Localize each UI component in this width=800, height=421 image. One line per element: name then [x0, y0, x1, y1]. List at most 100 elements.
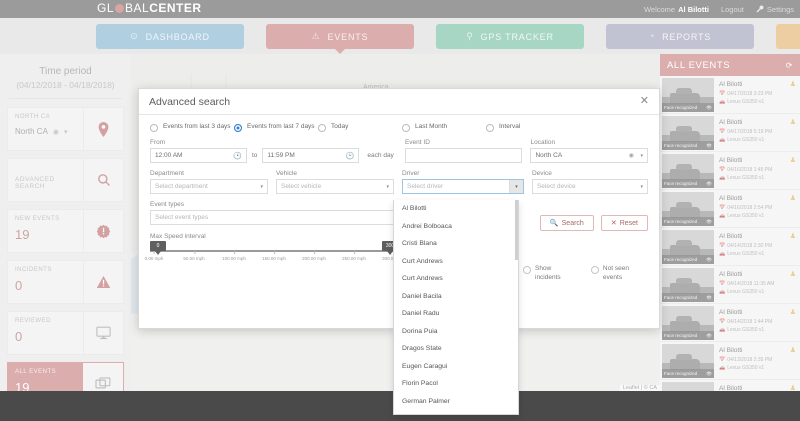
event-types-placeholder: Select event types — [155, 214, 209, 221]
radio-circle-icon — [486, 124, 494, 132]
slider-handle-max[interactable]: 300 — [382, 241, 398, 255]
location-select[interactable]: North CA ◉ ▾ — [530, 148, 648, 163]
driver-dropdown-list[interactable]: Al Bilotti Andrei Bolboaca Cristi Blana Cur… — [393, 200, 519, 415]
driver-select[interactable]: Select driver ▾ — [402, 179, 524, 194]
driver-option[interactable]: Florin Pacol — [402, 380, 438, 388]
search-button[interactable]: 🔍 Search — [539, 215, 594, 231]
logout-link[interactable]: Logout — [720, 4, 744, 14]
radio-today[interactable]: Today — [318, 123, 402, 132]
event-id-input[interactable] — [404, 148, 523, 163]
event-details: Al Bilotti 📅 04/13/2018 2:35 PM 🚗 Lexus GS35… — [714, 344, 798, 377]
tab-reports[interactable]: ◔ REPORTS — [606, 24, 754, 49]
radio-interval[interactable]: Interval — [486, 123, 570, 132]
time-end-input[interactable]: 11:59 PM 🕑 — [262, 148, 360, 163]
wrench-icon — [756, 5, 764, 13]
slider-tick: 50.00 mph — [183, 251, 205, 261]
driver-option[interactable]: Cristi Blana — [402, 240, 437, 248]
device-select[interactable]: Select device ▾ — [531, 179, 649, 194]
slider-min-value: 0 — [156, 243, 160, 249]
event-thumbnail: Face recognized 👁 — [662, 268, 714, 302]
nav-tabs: ⊙ DASHBOARD ⚠ EVENTS ⚲ GPS TRACKER ◔ REP… — [96, 24, 800, 54]
tab-configure[interactable]: ⚒ CONFIGURE — [776, 24, 800, 49]
reset-button[interactable]: ✕ Reset — [600, 215, 648, 231]
tab-dashboard[interactable]: ⊙ DASHBOARD — [96, 24, 244, 49]
chevron-down-icon[interactable]: ▾ — [508, 180, 523, 193]
sidebar-card-advanced-search[interactable]: ADVANCED SEARCH — [7, 158, 124, 202]
radio-last-7-days[interactable]: Events from last 7 days — [234, 123, 318, 132]
tab-gps-tracker[interactable]: ⚲ GPS TRACKER — [436, 24, 584, 49]
calendar-icon: 📅 — [719, 204, 726, 211]
driver-option[interactable]: Hamilton Vose — [394, 410, 518, 414]
max-speed-slider[interactable]: Max Speed interval 0 300 0.00 mph 50.00 m… — [145, 233, 406, 261]
person-badge-icon: ♟ — [789, 309, 796, 316]
location-label: Location — [530, 139, 556, 146]
eye-icon: 👁 — [706, 180, 712, 186]
vehicle-select[interactable]: Select vehicle ▾ — [276, 179, 395, 194]
sidebar-card-incidents[interactable]: INCIDENTS 0 — [7, 260, 124, 304]
search-button-label: Search — [561, 219, 584, 227]
sidebar-card-location[interactable]: NORTH CA North CA ◉ ▾ — [7, 107, 124, 151]
event-list-item[interactable]: Face recognized 👁 Al Bilotti 📅 04/17/2018 5:… — [660, 114, 800, 152]
event-list-item[interactable]: Face recognized 👁 Al Bilotti 📅 04/13/2018 2:… — [660, 342, 800, 380]
event-vehicle: Lexus GS350 v1 — [727, 99, 765, 105]
events-list[interactable]: Face recognized 👁 Al Bilotti 📅 04/17/2018 3:… — [660, 76, 800, 391]
driver-option[interactable]: Curt Andrews — [402, 257, 443, 265]
department-select[interactable]: Select department ▾ — [150, 179, 269, 194]
driver-option[interactable]: Andrei Bolboaca — [402, 222, 452, 230]
sidebar-card-new-events[interactable]: NEW EVENTS 19 — [7, 209, 124, 253]
time-start-input[interactable]: 12:00 AM 🕑 — [150, 148, 247, 163]
chevron-down-icon[interactable]: ▾ — [64, 128, 68, 136]
monitor-icon — [83, 312, 123, 354]
row-from-eventid-location: From 12:00 AM 🕑 to 11:59 PM 🕑 each day — [150, 139, 648, 163]
map-attribution: Leaflet | © CA — [619, 385, 660, 391]
event-details: Al Bilotti 📅 04/16/2018 1:45 PM 🚗 Lexus GS35… — [714, 154, 798, 187]
driver-option[interactable]: Eugen Caragui — [402, 362, 448, 370]
event-list-item[interactable]: Face recognized 👁 Al Bilotti 📅 04/14/2018 2:… — [660, 228, 800, 266]
events-panel: ALL EVENTS ⟳ Face recognized 👁 Al Bilotti 📅… — [660, 54, 800, 391]
radio-last-3-days[interactable]: Events from last 3 days — [150, 123, 234, 132]
event-thumbnail: Face recognized 👁 — [662, 230, 714, 264]
event-date: 04/14/2018 1:44 PM — [727, 318, 773, 325]
checkbox-not-seen-events[interactable]: Not seen events — [590, 265, 648, 283]
tab-events[interactable]: ⚠ EVENTS — [266, 24, 414, 54]
nav-bar: ⊙ DASHBOARD ⚠ EVENTS ⚲ GPS TRACKER ◔ REP… — [0, 18, 800, 54]
event-list-item[interactable]: Face recognized 👁 Al Bilotti 📅 04/14/2018 11… — [660, 266, 800, 304]
slider-handle-min[interactable]: 0 — [150, 241, 166, 255]
close-icon[interactable]: ✕ — [639, 95, 649, 107]
event-types-select[interactable]: Select event types — [150, 210, 398, 225]
vehicle-placeholder: Select vehicle — [281, 183, 322, 190]
clear-circle-icon[interactable]: ◉ — [628, 153, 634, 159]
event-list-item[interactable]: Face recognized 👁 Al Bilotti 📅 04/14/2018 1:… — [660, 304, 800, 342]
driver-option[interactable]: Daniel Bacila — [402, 292, 442, 300]
driver-option[interactable]: Al Bilotti — [402, 205, 427, 213]
checkbox-show-incidents[interactable]: Show incidents — [523, 265, 577, 283]
event-details: Al Bilotti 📅 04/16/2018 2:54 PM 🚗 Lexus GS35… — [714, 192, 798, 225]
eye-icon: 👁 — [706, 370, 712, 376]
slider-tick: 150.00 mph — [262, 251, 286, 261]
eye-icon: 👁 — [706, 142, 712, 148]
clock-icon[interactable]: 🕑 — [345, 152, 355, 160]
clock-icon[interactable]: 🕑 — [233, 152, 242, 160]
event-list-item[interactable]: Face recognized👁Al Bilotti📅04/13/2018 1:… — [660, 380, 800, 391]
driver-option[interactable]: German Palmer — [402, 397, 450, 405]
driver-label: Driver — [402, 170, 420, 177]
event-types-field-group: Event types Select event types — [150, 201, 398, 225]
event-list-item[interactable]: Face recognized 👁 Al Bilotti 📅 04/16/2018 2:… — [660, 190, 800, 228]
settings-link[interactable]: Settings — [756, 5, 794, 14]
event-list-item[interactable]: Face recognized 👁 Al Bilotti 📅 04/16/2018 1:… — [660, 152, 800, 190]
driver-option[interactable]: Dragos State — [402, 345, 442, 353]
driver-option[interactable]: Dorina Puia — [402, 327, 438, 335]
driver-option[interactable]: Daniel Radu — [402, 310, 440, 318]
event-driver-name: Al Bilotti — [719, 119, 743, 126]
event-list-item[interactable]: Face recognized 👁 Al Bilotti 📅 04/17/2018 3:… — [660, 76, 800, 114]
event-details: Al Bilotti 📅 04/14/2018 11:35 AM 🚗 Lexus GS3… — [714, 268, 798, 301]
driver-option[interactable]: Curt Andrews — [402, 275, 443, 283]
calendar-icon: 📅 — [719, 128, 726, 135]
sidebar-card-reviewed[interactable]: REVIEWED 0 — [7, 311, 124, 355]
refresh-icon[interactable]: ⟳ — [785, 60, 793, 70]
clear-circle-icon[interactable]: ◉ — [52, 128, 60, 136]
dropdown-scrollbar[interactable] — [515, 200, 518, 260]
dialog-header: Advanced search ✕ — [139, 89, 659, 115]
radio-last-month[interactable]: Last Month — [402, 123, 486, 132]
event-date: 04/16/2018 1:45 PM — [727, 166, 773, 173]
